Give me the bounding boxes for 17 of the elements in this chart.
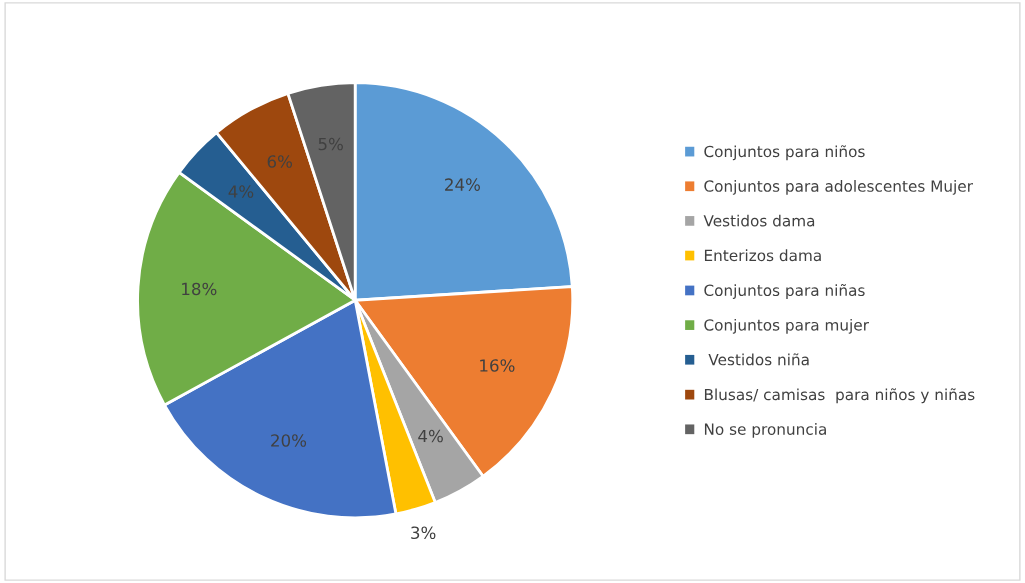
legend-label: Conjuntos para niños	[704, 145, 865, 161]
legend-label: Blusas/ camisas para niños y niñas	[704, 388, 975, 404]
legend-label: Vestidos dama	[703, 214, 815, 227]
data-label: 4%	[228, 185, 254, 198]
data-label: 20%	[271, 434, 307, 447]
data-label: 16%	[480, 359, 515, 372]
legend-label: Conjuntos para niñas	[704, 283, 865, 300]
legend-label: Enterizos dama	[704, 249, 821, 262]
legend-label: No se pronuncia	[704, 423, 826, 438]
data-label: 3%	[411, 526, 436, 540]
data-label: 4%	[418, 429, 443, 443]
legend-label: Conjuntos para mujer	[704, 318, 869, 334]
data-label: 18%	[182, 282, 217, 296]
data-label: 24%	[445, 178, 480, 191]
data-label: 6%	[267, 155, 292, 168]
legend-label: Vestidos niña	[708, 353, 809, 366]
legend-label: Conjuntos para adolescentes Mujer	[704, 180, 973, 195]
